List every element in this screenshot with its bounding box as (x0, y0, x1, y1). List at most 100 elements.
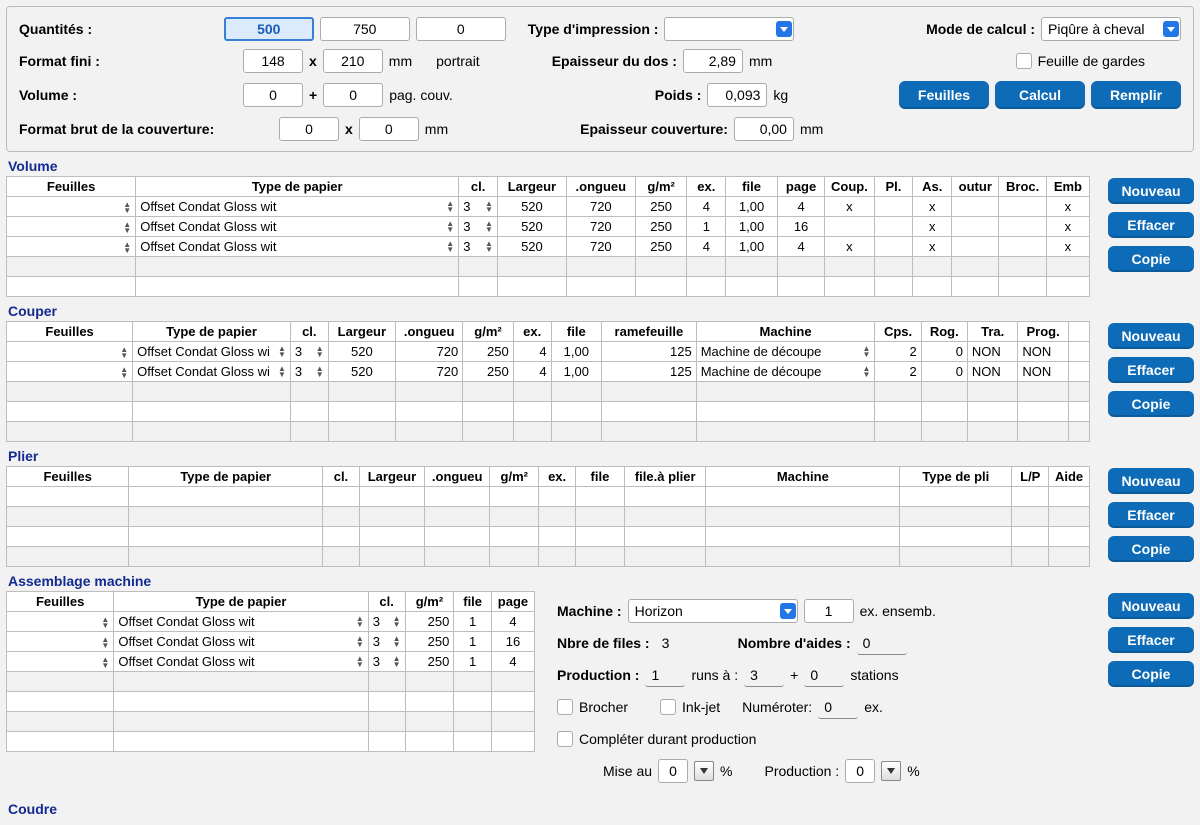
mode-calcul-select[interactable] (1041, 17, 1181, 41)
table-header: g/m² (490, 467, 539, 487)
stepper-icon[interactable]: ▲▼ (356, 616, 364, 628)
plier-nouveau-button[interactable]: Nouveau (1108, 468, 1194, 494)
format-fini-width-input[interactable] (243, 49, 303, 73)
stepper-icon[interactable]: ▲▼ (101, 637, 109, 649)
completer-checkbox[interactable] (557, 731, 573, 747)
quantity-1-input[interactable] (224, 17, 314, 41)
volume-effacer-button[interactable]: Effacer (1108, 212, 1194, 238)
stepper-icon[interactable]: ▲▼ (356, 656, 364, 668)
stepper-icon[interactable]: ▲▼ (123, 242, 131, 254)
epaisseur-couv-input[interactable] (734, 117, 794, 141)
assembly-effacer-button[interactable]: Effacer (1108, 627, 1194, 653)
stepper-icon[interactable]: ▲▼ (446, 201, 454, 213)
stations-label: stations (850, 661, 898, 689)
mise-au-input[interactable] (658, 759, 688, 783)
inkjet-checkbox[interactable] (660, 699, 676, 715)
format-fini-height-input[interactable] (323, 49, 383, 73)
quantity-3-input[interactable] (416, 17, 506, 41)
production2-input[interactable] (845, 759, 875, 783)
stepper-icon[interactable]: ▲▼ (356, 636, 364, 648)
numeroter-input[interactable] (818, 695, 858, 719)
table-row[interactable]: ▲▼ Offset Condat Gloss wit▲▼ 3▲▼ 5207202… (7, 217, 1090, 237)
stepper-icon[interactable]: ▲▼ (446, 221, 454, 233)
stepper-icon[interactable]: ▲▼ (485, 221, 493, 233)
volume-nouveau-button[interactable]: Nouveau (1108, 178, 1194, 204)
stepper-icon[interactable]: ▲▼ (316, 346, 324, 358)
brut-height-input[interactable] (359, 117, 419, 141)
runs-a-label: runs à : (691, 661, 738, 689)
plier-effacer-button[interactable]: Effacer (1108, 502, 1194, 528)
table-header: Aide (1049, 467, 1090, 487)
table-header: Tra. (967, 322, 1017, 342)
table-row[interactable]: ▲▼ Offset Condat Gloss wit▲▼ 3▲▼ 5207202… (7, 197, 1090, 217)
table-row[interactable]: ▲▼ Offset Condat Gloss wit▲▼ 3▲▼ 25014 (7, 652, 535, 672)
table-row (7, 547, 1090, 567)
nombre-aides-input[interactable] (857, 631, 907, 655)
couper-nouveau-button[interactable]: Nouveau (1108, 323, 1194, 349)
brut-width-input[interactable] (279, 117, 339, 141)
stepper-icon[interactable]: ▲▼ (101, 617, 109, 629)
ex-label: ex. (864, 693, 883, 721)
volume-copie-button[interactable]: Copie (1108, 246, 1194, 272)
table-header: g/m² (405, 592, 454, 612)
stations-input[interactable] (804, 663, 844, 687)
quantites-label: Quantités : (19, 21, 92, 37)
stepper-icon[interactable]: ▲▼ (123, 202, 131, 214)
table-header: .ongueu (566, 177, 635, 197)
stepper-icon[interactable]: ▲▼ (120, 347, 128, 359)
table-row[interactable]: ▲▼ Offset Condat Gloss wit▲▼ 3▲▼ 25014 (7, 612, 535, 632)
table-row[interactable]: ▲▼ Offset Condat Gloss wi▲▼ 3▲▼ 52072025… (7, 362, 1090, 382)
ex-ensemb-input[interactable] (804, 599, 854, 623)
volume-a-input[interactable] (243, 83, 303, 107)
table-header: As. (913, 177, 952, 197)
brocher-checkbox[interactable] (557, 699, 573, 715)
remplir-button[interactable]: Remplir (1091, 81, 1181, 109)
poids-input[interactable] (707, 83, 767, 107)
stepper-icon[interactable]: ▲▼ (120, 367, 128, 379)
assembly-nouveau-button[interactable]: Nouveau (1108, 593, 1194, 619)
stepper-icon[interactable]: ▲▼ (485, 241, 493, 253)
stepper-icon[interactable]: ▲▼ (485, 201, 493, 213)
epaisseur-dos-input[interactable] (683, 49, 743, 73)
table-row (7, 257, 1090, 277)
stepper-icon[interactable]: ▲▼ (393, 636, 401, 648)
table-header: Largeur (328, 322, 395, 342)
couper-effacer-button[interactable]: Effacer (1108, 357, 1194, 383)
stepper-icon[interactable]: ▲▼ (278, 366, 286, 378)
production-input[interactable] (645, 663, 685, 687)
stepper-icon[interactable]: ▲▼ (863, 346, 871, 358)
table-header: Largeur (359, 467, 424, 487)
stepper-icon[interactable]: ▲▼ (101, 657, 109, 669)
table-row[interactable]: ▲▼ Offset Condat Gloss wi▲▼ 3▲▼ 52072025… (7, 342, 1090, 362)
stepper-icon[interactable]: ▲▼ (278, 346, 286, 358)
production2-dropdown[interactable] (881, 761, 901, 781)
production2-label: Production : (764, 757, 839, 785)
inkjet-label: Ink-jet (682, 693, 720, 721)
mise-au-dropdown[interactable] (694, 761, 714, 781)
runs-input[interactable] (744, 663, 784, 687)
stepper-icon[interactable]: ▲▼ (123, 222, 131, 234)
table-header: L/P (1012, 467, 1049, 487)
feuille-gardes-checkbox[interactable] (1016, 53, 1032, 69)
nbre-files-input[interactable] (656, 631, 706, 655)
plier-copie-button[interactable]: Copie (1108, 536, 1194, 562)
quantity-2-input[interactable] (320, 17, 410, 41)
stepper-icon[interactable]: ▲▼ (446, 241, 454, 253)
assembly-machine-select[interactable] (628, 597, 798, 625)
brocher-label: Brocher (579, 693, 628, 721)
parameters-panel: Quantités : Type d'impression : Mode de … (6, 6, 1194, 152)
feuilles-button[interactable]: Feuilles (899, 81, 989, 109)
stepper-icon[interactable]: ▲▼ (393, 616, 401, 628)
assembly-copie-button[interactable]: Copie (1108, 661, 1194, 687)
volume-b-input[interactable] (323, 83, 383, 107)
pct-label-2: % (907, 757, 919, 785)
table-row[interactable]: ▲▼ Offset Condat Gloss wit▲▼ 3▲▼ 5207202… (7, 237, 1090, 257)
table-row[interactable]: ▲▼ Offset Condat Gloss wit▲▼ 3▲▼ 250116 (7, 632, 535, 652)
stepper-icon[interactable]: ▲▼ (863, 366, 871, 378)
stepper-icon[interactable]: ▲▼ (316, 366, 324, 378)
couper-copie-button[interactable]: Copie (1108, 391, 1194, 417)
stepper-icon[interactable]: ▲▼ (393, 656, 401, 668)
calcul-button[interactable]: Calcul (995, 81, 1085, 109)
type-impression-select[interactable] (664, 17, 794, 41)
table-row (7, 732, 535, 752)
